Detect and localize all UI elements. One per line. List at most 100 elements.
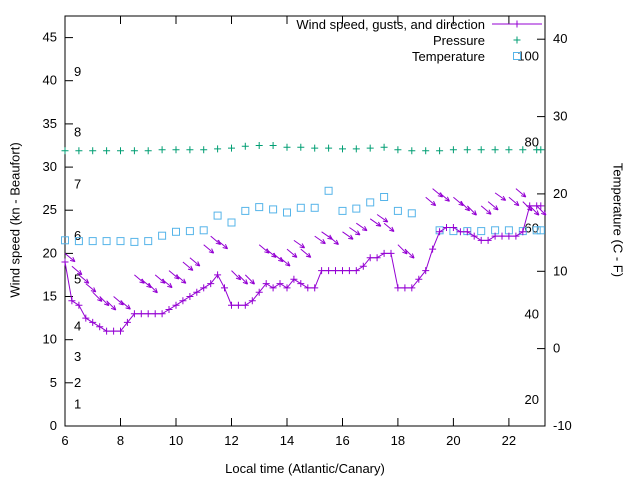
temperature-point	[74, 237, 83, 246]
pressure-point	[89, 147, 97, 155]
wind-speed-point	[537, 202, 545, 210]
y-right-tick-label: 20	[553, 186, 567, 201]
pressure-point	[366, 144, 374, 152]
wind-speed-point	[429, 245, 437, 253]
pressure-point	[408, 147, 416, 155]
pressure-point	[297, 143, 305, 151]
wind-speed-point	[241, 301, 249, 309]
wind-speed-point	[422, 267, 430, 275]
pressure-point	[339, 145, 346, 153]
temperature-point	[393, 206, 402, 215]
x-tick-label: 20	[446, 433, 460, 448]
wind-speed-point	[401, 284, 409, 292]
y-right-tick-label: 30	[553, 109, 567, 124]
temperature-point	[296, 203, 305, 212]
wind-speed-point	[103, 327, 111, 335]
wind-speed-point	[193, 288, 201, 296]
wind-direction-arrow	[182, 261, 194, 271]
temperature-point	[185, 227, 194, 236]
temperature-point	[269, 205, 278, 214]
pressure-point	[449, 146, 457, 154]
wind-speed-point	[436, 228, 444, 236]
wind-direction-arrow	[536, 205, 547, 216]
temperature-point	[407, 209, 416, 218]
wind-speed-point	[151, 310, 159, 318]
pressure-point	[130, 147, 138, 155]
temperature-point	[310, 203, 319, 212]
pressure-point	[519, 146, 527, 154]
pressure-point	[200, 146, 208, 154]
wind-speed-point	[137, 310, 145, 318]
pressure-point	[214, 145, 222, 153]
temperature-point	[199, 226, 208, 235]
wind-speed-point	[394, 284, 402, 292]
wind-speed-point	[82, 314, 90, 322]
wind-direction-arrow	[425, 196, 437, 207]
wind-speed-point	[366, 254, 374, 262]
temperature-point	[241, 206, 250, 215]
temperature-point	[88, 237, 97, 246]
temperature-point	[116, 237, 125, 246]
wind-speed-point	[110, 327, 118, 335]
x-tick-label: 14	[280, 433, 294, 448]
wind-direction-arrow	[286, 248, 298, 258]
wind-direction-arrow	[439, 192, 450, 202]
temperature-point	[158, 231, 167, 240]
wind-speed-point	[498, 232, 506, 240]
wind-direction-arrow	[494, 192, 507, 201]
y-right-tick-label: 10	[553, 263, 567, 278]
x-tick-label: 22	[502, 433, 516, 448]
wind-speed-point	[387, 249, 395, 257]
fahrenheit-label: 60	[525, 220, 539, 235]
wind-speed-point	[158, 310, 166, 318]
legend-item-temperature: Temperature	[296, 48, 543, 64]
pressure-point	[228, 144, 235, 152]
wind-speed-point	[339, 267, 346, 275]
pressure-point	[477, 146, 485, 154]
wind-speed-point	[276, 280, 284, 288]
wind-direction-arrow	[466, 205, 477, 216]
temperature-point	[213, 211, 222, 220]
wind-speed-point	[408, 284, 416, 292]
x-tick-label: 18	[391, 433, 405, 448]
y-left-tick-label: 40	[43, 73, 57, 88]
fahrenheit-label: 80	[525, 134, 539, 149]
temperature-point	[324, 186, 333, 195]
wind-speed-point	[477, 236, 485, 244]
pressure-point	[283, 143, 291, 151]
pressure-point	[186, 146, 194, 154]
wind-speed-point	[484, 236, 492, 244]
pressure-point	[311, 144, 319, 152]
temperature-point	[366, 198, 375, 207]
pressure-point	[103, 147, 111, 155]
legend-item-wind: Wind speed, gusts, and direction	[296, 16, 543, 32]
wind-direction-arrow	[161, 278, 173, 289]
wind-direction-arrow	[487, 201, 499, 211]
wind-direction-arrow	[432, 188, 444, 198]
wind-speed-point	[283, 284, 291, 292]
pressure-point	[537, 146, 545, 154]
x-tick-label: 8	[117, 433, 124, 448]
wind-direction-arrow	[238, 274, 249, 285]
wind-speed-point	[234, 301, 242, 309]
wind-direction-arrow	[113, 296, 124, 306]
wind-speed-point	[332, 267, 339, 275]
beaufort-label: 4	[74, 319, 81, 334]
wind-speed-point	[380, 249, 388, 257]
wind-direction-arrow	[106, 300, 117, 311]
legend-label-temperature: Temperature	[412, 48, 485, 64]
wind-speed-point	[96, 323, 104, 331]
wind-speed-point	[89, 318, 97, 326]
wind-direction-arrow	[272, 253, 284, 263]
wind-direction-arrow	[189, 257, 201, 267]
temperature-point	[227, 218, 236, 227]
y-right-axis-label: Temperature (C - F)	[610, 162, 626, 278]
wind-direction-arrow	[203, 244, 215, 254]
wind-speed-point	[512, 232, 520, 240]
wind-speed-point	[318, 267, 326, 275]
y-right-tick-label: -10	[553, 418, 572, 433]
legend-label-wind: Wind speed, gusts, and direction	[296, 16, 485, 32]
wind-direction-arrow	[168, 270, 180, 280]
wind-direction-arrow	[369, 218, 382, 227]
